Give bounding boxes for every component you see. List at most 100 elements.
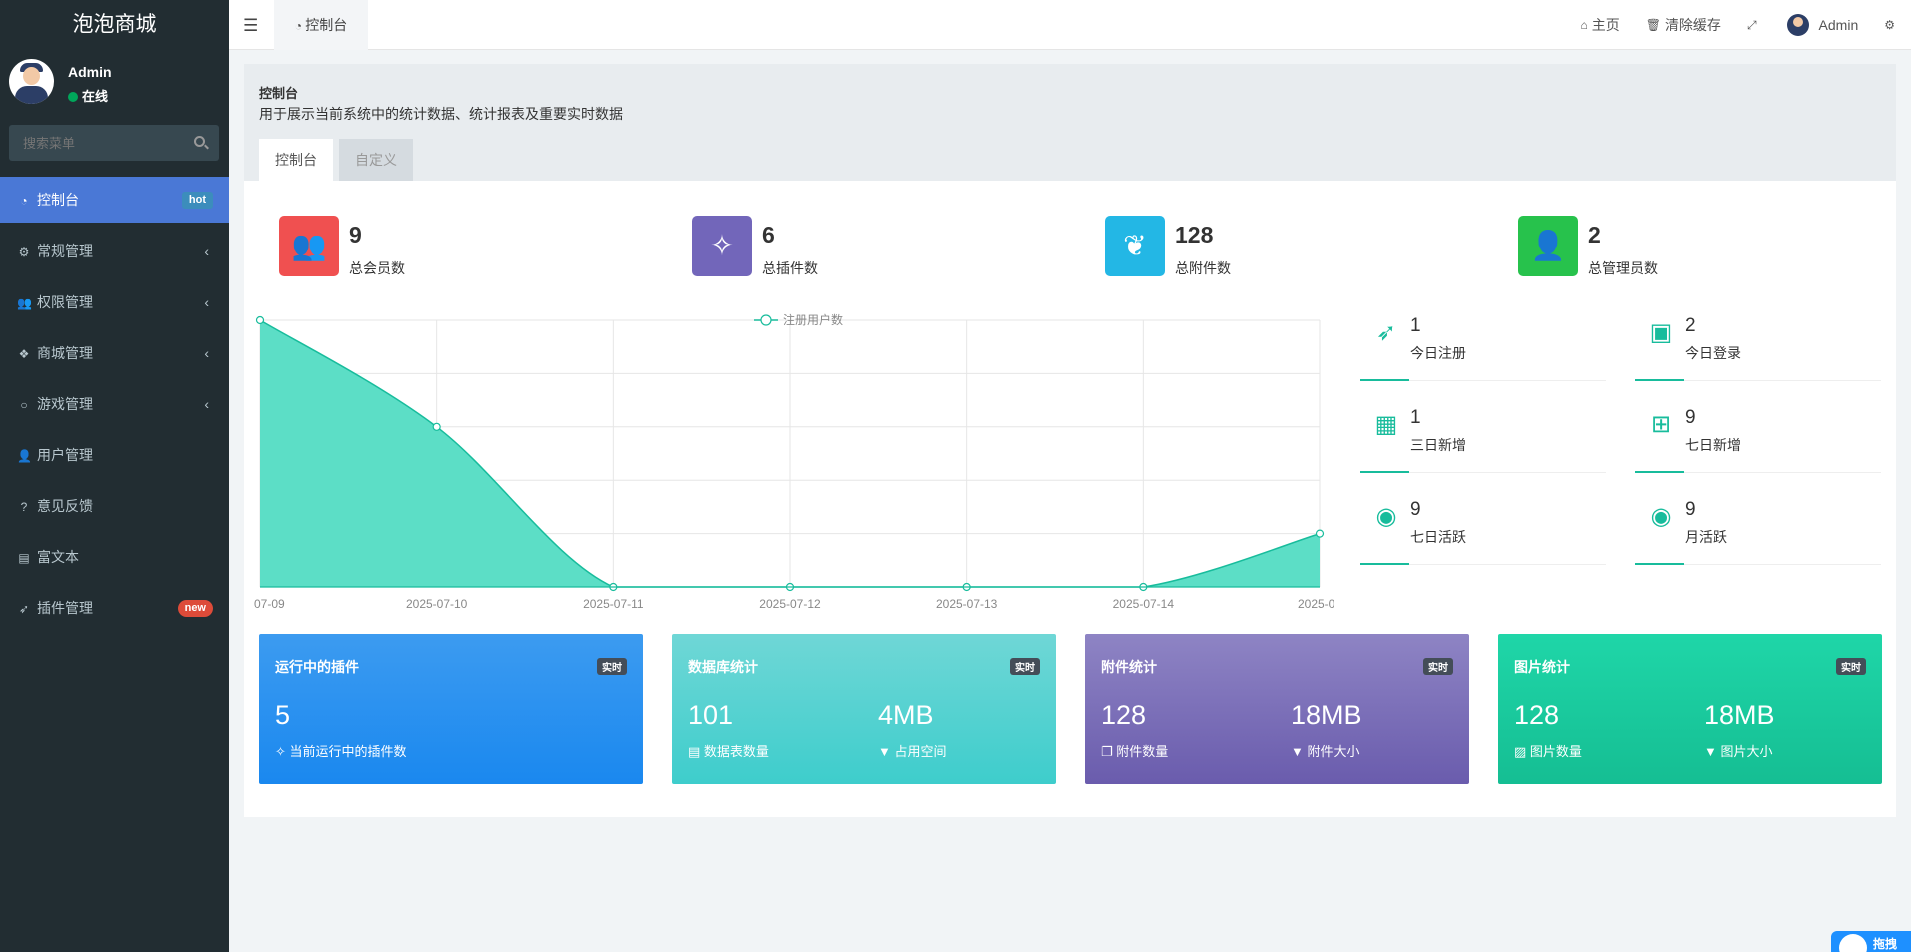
card-label-text: 附件数量 [1116, 744, 1169, 759]
mini-stat-label: 今日登录 [1685, 345, 1741, 361]
card-value-2: 18MB [1291, 700, 1362, 730]
magic-icon: ✧ [275, 744, 290, 759]
card-label-2: ▼ 图片大小 [1704, 741, 1773, 760]
user-icon: 👤 [1518, 216, 1578, 276]
clear-cache-label: 清除缓存 [1664, 17, 1721, 33]
floating-button-label: 拖拽 [1873, 937, 1898, 951]
tab-custom[interactable]: 自定义 [339, 139, 413, 181]
sidebar-item-label: 权限管理 [37, 294, 93, 310]
chevron-left-icon: ‹ [204, 396, 209, 412]
data-point [1315, 529, 1325, 538]
realtime-badge: 实时 [1836, 658, 1866, 675]
card-value: 101 [688, 700, 734, 730]
sidebar-item-label: 富文本 [37, 549, 79, 565]
sidebar-item-dashboard[interactable]: ◔ 控制台 hot [0, 177, 229, 223]
card-label: ✧ 当前运行中的插件数 [275, 741, 407, 760]
mini-stat-seven-day: ⊞ 9 七日新增 [1635, 401, 1881, 473]
sidebar-item-plugins[interactable]: ➶ 插件管理 new [0, 585, 229, 636]
stat-value: 6 [762, 222, 775, 248]
sidebar-item-game[interactable]: ○ 游戏管理 ‹ [0, 381, 229, 432]
floating-drag-button[interactable]: 拖拽 [1831, 931, 1911, 952]
clear-cache-button[interactable]: 🗑 清除缓存 [1646, 15, 1721, 35]
x-tick-label: 2025-07-11 [583, 597, 644, 611]
fullscreen-icon: ⤢ [1746, 17, 1757, 32]
mini-stat-month-active: ◉ 9 月活跃 [1635, 493, 1881, 565]
search-icon[interactable] [194, 136, 205, 147]
card-label-text: 当前运行中的插件数 [289, 744, 407, 759]
stat-value: 9 [349, 222, 362, 248]
user-status: 在线 [68, 86, 108, 105]
x-tick-label: 2025-07-14 [1113, 597, 1175, 611]
sidebar-item-richtext[interactable]: ▤ 富文本 [0, 534, 229, 585]
tab-dashboard[interactable]: ◔ 控制台 [274, 0, 368, 50]
mini-stat-label: 七日活跃 [1410, 529, 1466, 545]
card-title: 附件统计 [1101, 659, 1157, 675]
sidebar-menu: ◔ 控制台 hot ⚙ 常规管理 ‹ 👥 权限管理 ‹ ❖ 商城管理 ‹ ○ 游戏管理 ‹… [0, 177, 229, 636]
home-link[interactable]: ⌂ 主页 [1580, 15, 1619, 35]
dropbox-icon: ❖ [18, 347, 30, 361]
card-title: 运行中的插件 [275, 659, 359, 675]
filter-icon: ▼ [1704, 744, 1721, 759]
chevron-left-icon: ‹ [204, 345, 209, 361]
sidebar-item-label: 用户管理 [37, 447, 93, 463]
panel-heading: 控制台 用于展示当前系统中的统计数据、统计报表及重要实时数据 控制台 自定义 [244, 64, 1896, 181]
x-tick-label: 2025-07-13 [936, 597, 998, 611]
online-dot-icon [68, 92, 78, 102]
legend-marker [760, 314, 772, 326]
topbar-actions: ⌂ 主页 🗑 清除缓存 ⤢ Admin ⚙ [1580, 0, 1911, 50]
card-images: 图片统计 实时 128 ▨ 图片数量 18MB ▼ 图片大小 [1498, 634, 1882, 784]
new-badge: new [177, 600, 213, 617]
tab-label: 控制台 [305, 17, 348, 33]
dashboard-icon: ◔ [294, 19, 306, 33]
card-attachments: 附件统计 实时 128 ❐ 附件数量 18MB ▼ 附件大小 [1085, 634, 1469, 784]
stat-label: 总附件数 [1175, 260, 1231, 276]
hot-badge: hot [181, 192, 213, 209]
sidebar-item-general[interactable]: ⚙ 常规管理 ‹ [0, 228, 229, 279]
leaf-icon: ❦ [1105, 216, 1165, 276]
sidebar-item-auth[interactable]: 👥 权限管理 ‹ [0, 279, 229, 330]
mini-stat-today-register: ➶ 1 今日注册 [1360, 309, 1606, 381]
data-point [255, 315, 265, 325]
mini-stat-bar [1360, 471, 1409, 473]
vcard-icon: ▣ [1649, 319, 1673, 346]
rocket-icon: ➶ [18, 602, 30, 616]
menu-toggle-icon[interactable]: ☰ [243, 16, 259, 35]
user-menu[interactable]: Admin [1786, 14, 1858, 36]
sidebar-item-users[interactable]: 👤 用户管理 [0, 432, 229, 483]
mini-stat-value: 9 [1685, 499, 1696, 520]
sidebar-item-feedback[interactable]: ? 意见反馈 [0, 483, 229, 534]
card-title: 图片统计 [1514, 659, 1570, 675]
user-icon: 👤 [17, 449, 32, 463]
drag-icon [1839, 934, 1867, 952]
x-tick-label: 07-09 [254, 597, 285, 611]
settings-button[interactable]: ⚙ [1884, 18, 1899, 32]
user-status-label: 在线 [82, 89, 109, 104]
filter-icon: ▼ [1291, 744, 1308, 759]
rocket-icon: ➶ [1375, 319, 1397, 346]
topbar: ☰ ◔ 控制台 ⌂ 主页 🗑 清除缓存 ⤢ Admin ⚙ [229, 0, 1911, 50]
tab-dashboard-panel[interactable]: 控制台 [259, 139, 333, 181]
mini-stat-label: 三日新增 [1410, 437, 1466, 453]
users-group-icon: 👥 [17, 296, 32, 310]
home-icon: ⌂ [1580, 18, 1588, 32]
sidebar-item-shop[interactable]: ❖ 商城管理 ‹ [0, 330, 229, 381]
card-label-text: 图片大小 [1720, 744, 1773, 759]
mini-stat-value: 9 [1685, 407, 1696, 428]
card-database: 数据库统计 实时 101 ▤ 数据表数量 4MB ▼ 占用空间 [672, 634, 1056, 784]
fullscreen-button[interactable]: ⤢ [1747, 18, 1761, 33]
mini-stat-seven-active: ◉ 9 七日活跃 [1360, 493, 1606, 565]
stat-label: 总插件数 [762, 260, 818, 276]
home-label: 主页 [1591, 17, 1620, 33]
sidebar-item-label: 意见反馈 [37, 498, 93, 514]
menu-search [9, 125, 219, 161]
card-label-text: 图片数量 [1529, 744, 1582, 759]
cogs-icon: ⚙ [18, 245, 30, 259]
mini-stat-bar [1360, 379, 1409, 381]
stat-value: 2 [1588, 222, 1601, 248]
stat-label: 总管理员数 [1588, 260, 1658, 276]
card-value-2: 18MB [1704, 700, 1775, 730]
menu-search-input[interactable] [9, 125, 179, 161]
trash-icon: 🗑 [1645, 18, 1661, 32]
mini-stat-value: 1 [1410, 315, 1421, 336]
app-logo[interactable]: 泡泡商城 [0, 0, 229, 50]
